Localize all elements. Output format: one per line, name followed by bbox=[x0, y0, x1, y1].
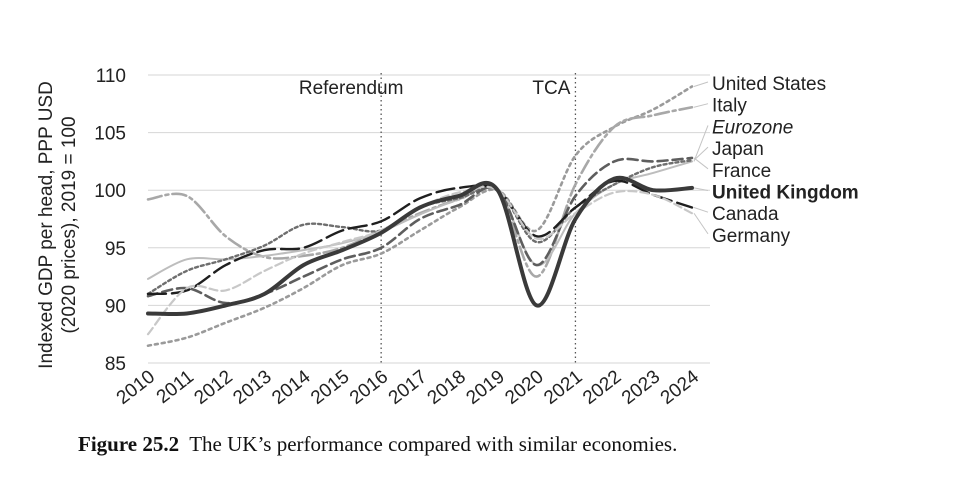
y-tick-110: 110 bbox=[96, 66, 126, 87]
series-lines bbox=[146, 85, 694, 348]
figure-number: Figure 25.2 bbox=[78, 432, 180, 456]
x-tick-2023: 2023 bbox=[618, 366, 664, 409]
series-line-united-states bbox=[146, 85, 694, 348]
leader-united-kingdom bbox=[693, 187, 709, 191]
leader-united-states bbox=[693, 81, 709, 87]
x-tick-2012: 2012 bbox=[191, 366, 237, 409]
x-tick-2014: 2014 bbox=[268, 366, 315, 409]
y-tick-85: 85 bbox=[105, 354, 126, 375]
x-tick-labels: 2010201120122013201420152016201720182019… bbox=[113, 366, 704, 409]
series-label-japan: Japan bbox=[712, 139, 764, 160]
x-tick-2024: 2024 bbox=[657, 366, 704, 409]
series-label-france: France bbox=[712, 161, 771, 182]
series-label-united-kingdom: United Kingdom bbox=[712, 183, 859, 204]
series-line-canada bbox=[146, 179, 694, 296]
leader-canada bbox=[693, 207, 709, 213]
y-axis-label-line1: Indexed GDP per head, PPP USD bbox=[36, 81, 57, 369]
event-annotations: Referendum TCA bbox=[299, 73, 577, 363]
series-label-italy: Italy bbox=[712, 96, 747, 117]
x-tick-2022: 2022 bbox=[579, 366, 625, 409]
x-tick-2021: 2021 bbox=[540, 366, 586, 409]
y-tick-105: 105 bbox=[94, 124, 126, 145]
x-tick-2016: 2016 bbox=[346, 366, 392, 409]
grid-lines bbox=[148, 74, 710, 364]
y-tick-100: 100 bbox=[94, 181, 126, 202]
series-label-germany: Germany bbox=[712, 226, 791, 247]
series-label-eurozone: Eurozone bbox=[712, 117, 793, 138]
figure-caption: Figure 25.2 The UK’s performance compare… bbox=[78, 432, 938, 457]
legend-leader-lines bbox=[693, 81, 709, 235]
y-tick-labels: 85 90 95 100 105 110 bbox=[94, 66, 126, 375]
x-tick-2015: 2015 bbox=[307, 366, 353, 409]
x-tick-2017: 2017 bbox=[385, 366, 431, 409]
series-line-united-kingdom bbox=[146, 175, 694, 317]
line-chart: 85 90 95 100 105 110 201020112012201320142015… bbox=[36, 66, 859, 409]
x-tick-2019: 2019 bbox=[463, 366, 509, 409]
x-tick-2018: 2018 bbox=[424, 366, 470, 409]
x-tick-2020: 2020 bbox=[501, 366, 547, 409]
series-label-united-states: United States bbox=[712, 74, 826, 95]
leader-japan bbox=[693, 146, 709, 161]
leader-germany bbox=[693, 212, 709, 235]
y-tick-90: 90 bbox=[105, 296, 126, 317]
y-tick-95: 95 bbox=[105, 239, 126, 260]
series-label-canada: Canada bbox=[712, 204, 779, 225]
y-axis-label-line2: (2020 prices), 2019 = 100 bbox=[59, 116, 80, 333]
leader-france bbox=[693, 157, 709, 170]
x-tick-2011: 2011 bbox=[153, 366, 198, 408]
series-labels: United StatesItalyEurozoneJapanFranceUni… bbox=[712, 74, 859, 247]
figure-caption-text: The UK’s performance compared with simil… bbox=[189, 432, 678, 456]
x-tick-2013: 2013 bbox=[229, 366, 275, 409]
leader-eurozone bbox=[693, 125, 709, 162]
annotation-label-tca: TCA bbox=[532, 78, 570, 99]
annotation-label-referendum: Referendum bbox=[299, 78, 404, 99]
leader-italy bbox=[693, 103, 709, 108]
